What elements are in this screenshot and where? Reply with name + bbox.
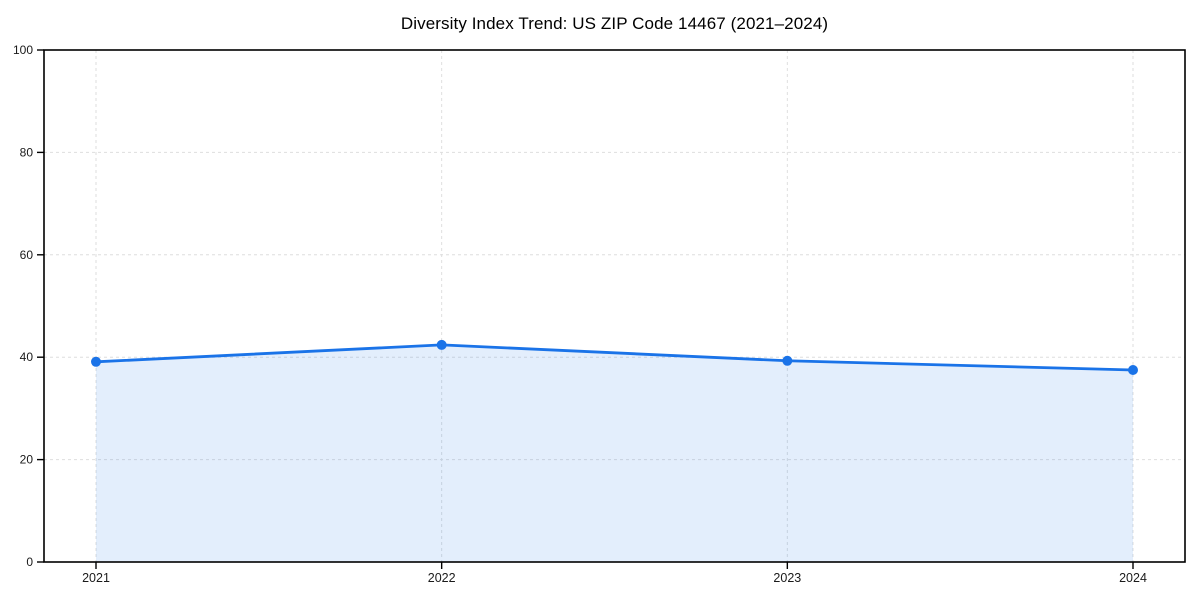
y-tick-label: 100 — [13, 43, 33, 57]
x-tick-label: 2022 — [428, 571, 456, 585]
chart-title: Diversity Index Trend: US ZIP Code 14467… — [400, 14, 829, 33]
y-tick-label: 20 — [20, 453, 34, 467]
data-point — [1128, 365, 1138, 375]
data-point — [436, 339, 447, 350]
x-tick-label: 2023 — [773, 571, 801, 585]
y-tick-label: 80 — [20, 145, 34, 159]
x-tick-label: 2024 — [1119, 571, 1147, 585]
trend-line — [94, 343, 1135, 372]
area-fill — [96, 344, 1133, 562]
plot-border — [43, 49, 1186, 563]
y-tick-label: 0 — [26, 555, 33, 569]
data-point — [91, 356, 101, 367]
x-tick-label: 2021 — [82, 571, 110, 585]
y-tick-label: 40 — [20, 350, 34, 364]
y-tick-label: 60 — [20, 248, 34, 262]
data-point — [782, 355, 793, 366]
